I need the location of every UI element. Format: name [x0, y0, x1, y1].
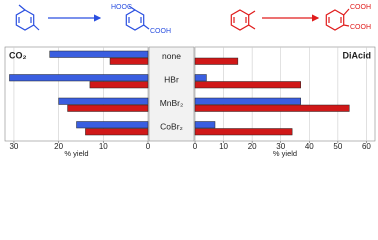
bar — [194, 104, 350, 112]
o-xylene — [230, 9, 256, 31]
bar — [194, 128, 293, 136]
category-panel — [148, 46, 195, 142]
x-tick-label: 20 — [248, 142, 257, 151]
x-tick-label: 20 — [54, 142, 63, 151]
x-tick-label: 60 — [362, 142, 371, 151]
x-axis-label: % yield — [64, 149, 88, 158]
bar — [194, 97, 301, 105]
bar — [194, 57, 239, 65]
bar — [49, 50, 149, 58]
bar — [9, 74, 149, 82]
bar — [67, 104, 149, 112]
x-tick-label: 10 — [219, 142, 228, 151]
bar — [194, 74, 207, 82]
x-tick-label: 40 — [305, 142, 314, 151]
chart-title: CO₂ — [9, 50, 27, 60]
category-label: HBr — [164, 75, 179, 85]
group-label: COOH — [350, 4, 371, 11]
p-xylene — [15, 4, 40, 31]
category-label: CoBr₂ — [160, 122, 183, 132]
group-label: HOOC — [111, 4, 132, 11]
bar — [194, 121, 216, 129]
group-label: COOH — [150, 28, 171, 35]
terephthalic-acid — [125, 5, 150, 31]
group-label: COOH — [350, 24, 371, 31]
phthalic-acid — [325, 8, 350, 31]
bar — [76, 121, 149, 129]
category-label: none — [162, 51, 181, 61]
bar — [194, 81, 301, 89]
scheme — [15, 4, 350, 31]
x-tick-label: 0 — [193, 142, 198, 151]
x-axis-label: % yield — [273, 149, 297, 158]
bar — [58, 97, 149, 105]
x-tick-label: 30 — [276, 142, 285, 151]
x-tick-label: 0 — [146, 142, 151, 151]
bar — [89, 81, 149, 89]
chart-title: DiAcid — [342, 50, 371, 60]
x-tick-label: 30 — [9, 142, 18, 151]
figure: HOOC COOH COOH COOH none HBr MnBr₂ CoBr₂ 30 2… — [4, 4, 376, 158]
x-tick-label: 10 — [99, 142, 108, 151]
bar — [85, 128, 149, 136]
category-label: MnBr₂ — [160, 98, 184, 108]
x-tick-label: 50 — [333, 142, 342, 151]
bar — [109, 57, 149, 65]
